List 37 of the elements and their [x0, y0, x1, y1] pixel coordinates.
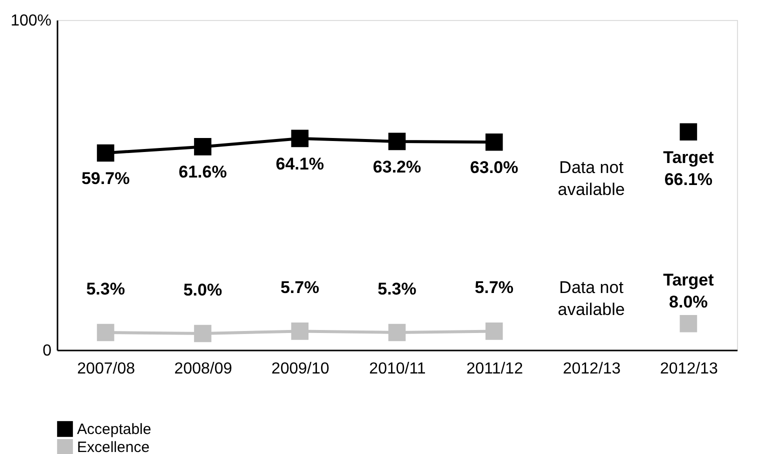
data-label: 59.7% [81, 168, 130, 188]
data-label: 64.1% [276, 154, 324, 174]
data-label: 63.0% [470, 158, 518, 178]
data-label: 5.3% [378, 280, 416, 299]
legend-label: Excellence [77, 439, 150, 454]
x-tick-label: 2009/10 [271, 360, 330, 378]
point [96, 144, 114, 162]
y-tick-label: 100% [10, 12, 52, 30]
point [194, 324, 212, 342]
point [680, 314, 698, 332]
data-label: 5.0% [183, 280, 222, 300]
data-label: 5.7% [280, 278, 320, 298]
x-tick-label: 2007/08 [77, 360, 136, 378]
legend-label: Acceptable [77, 421, 152, 438]
text: Data not available [558, 158, 625, 200]
point [194, 138, 212, 156]
x-tick-label: 2012/13 [660, 360, 718, 378]
data-label: Target 66.1% [663, 148, 714, 189]
x-tick-label: 2010/11 [369, 360, 426, 378]
point [96, 324, 114, 342]
x-tick-label: 2008/09 [174, 360, 232, 378]
point [485, 133, 503, 151]
x-tick-label: 2011/12 [466, 360, 524, 378]
data-label: 5.3% [86, 280, 125, 299]
data-label: 63.2% [372, 157, 422, 176]
point [388, 132, 406, 150]
data-label: Target 8.0% [663, 270, 714, 312]
text: Data not available [558, 278, 625, 320]
point [680, 123, 698, 141]
data-label: 5.7% [474, 278, 514, 298]
point [388, 324, 406, 342]
point [485, 322, 503, 340]
x-tick-label: 2012/13 [562, 360, 621, 378]
data-label: 61.6% [178, 162, 227, 182]
point [291, 322, 309, 340]
point [291, 130, 309, 148]
y-tick-label: 0 [42, 342, 52, 360]
